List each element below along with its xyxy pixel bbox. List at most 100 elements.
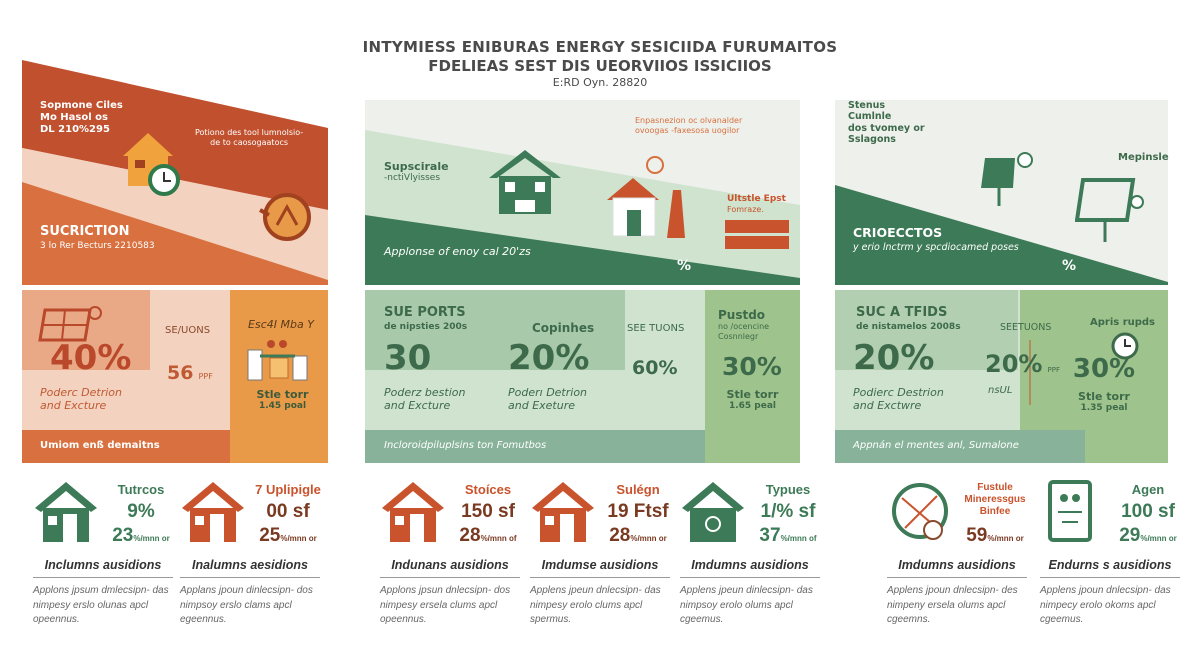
text: 1.65 peal xyxy=(728,401,777,412)
page-subtitle: E:RD Oyn. 28820 xyxy=(552,76,648,89)
card-description: Applans jpoun dinlecsipn- dos nimpsoy er… xyxy=(180,585,313,625)
text: Pustdo xyxy=(718,308,766,322)
text: Stle torr xyxy=(726,388,779,401)
text: dos tvomey or xyxy=(848,122,925,134)
card-caption: Inclumns ausidions xyxy=(33,558,173,578)
card-value-secondary: 37%/mnn of xyxy=(748,525,828,547)
unit: %/mnn or xyxy=(1140,534,1177,543)
value: 23 xyxy=(112,525,134,546)
card-label: Tutrcos xyxy=(117,482,165,497)
text: Stle torr xyxy=(1078,390,1130,403)
right-block1-sub: de nistamelos 2008s xyxy=(856,322,961,332)
unit: %/mnn of xyxy=(480,534,517,543)
house-clock-icon xyxy=(123,133,180,196)
card-value-secondary: 59%/mnn or xyxy=(955,525,1035,547)
card-caption: Imdumse ausidions xyxy=(530,558,670,578)
value: 25 xyxy=(259,525,281,546)
bottles-scale-icon xyxy=(247,340,308,381)
card-label: Sulégn xyxy=(616,482,660,497)
value: 59 xyxy=(966,525,988,546)
value: 37 xyxy=(759,525,781,546)
card-caption: Indunans ausidions xyxy=(380,558,520,578)
left-stat-label: SE/UONS xyxy=(165,325,211,336)
middle-block2-value: 20% xyxy=(508,338,590,378)
value: 29 xyxy=(1119,525,1141,546)
card-label: Agen xyxy=(1131,482,1165,497)
text: Potiono des tool lumnolsio- xyxy=(195,128,304,137)
page-title-line2: FDELIEAS SEST DIS UEORVIIOS ISSICIIOS xyxy=(428,57,772,75)
middle-note: Enpasnezion oc olvanalder ovoogas -faxeso… xyxy=(635,116,742,135)
middle-intro: Supscirale -nctiVlyisses xyxy=(384,160,449,184)
card-description: Applens jpoun dnlecsipn- des nimpeny ers… xyxy=(887,585,1018,625)
text: Cosnnlegr xyxy=(718,331,759,341)
right-label: Mepinsle xyxy=(1118,152,1169,163)
left-side-title: Esc4I Mba Y xyxy=(248,318,314,331)
text: Fomraze. xyxy=(727,204,764,214)
left-stat-value: 56 PPF xyxy=(167,362,213,385)
text: no /ocencine xyxy=(718,322,770,332)
text: Mo Hasol os xyxy=(40,112,108,123)
card-value-secondary: 28%/mnn or xyxy=(598,525,678,547)
middle-side: Pustdo no /ocencine Cosnnlegr xyxy=(718,308,769,342)
right-block2-caption: nsUL xyxy=(988,385,1013,396)
text: DL 210%295 xyxy=(40,124,110,135)
middle-block2-title: Copinhes xyxy=(532,321,595,335)
house-icon xyxy=(489,150,561,214)
text: 1.35 peal xyxy=(1080,403,1128,414)
text: ovoogas -faxesosa uogilor xyxy=(635,125,740,135)
text: Poderı Detrion xyxy=(508,386,588,399)
right-percent-mark: % xyxy=(1062,258,1077,274)
unit: %/mnn or xyxy=(987,534,1024,543)
right-heading: CRIOECCTOS xyxy=(853,225,943,240)
value: 20% xyxy=(985,350,1043,378)
pot-icon xyxy=(259,193,311,241)
card-label: 7 Uplipigle xyxy=(255,482,321,497)
text: -nctiVlyisses xyxy=(384,173,441,184)
unit: %/mnn of xyxy=(780,534,817,543)
middle-side-value: 30% xyxy=(722,352,782,381)
clock-icon xyxy=(1111,332,1139,360)
text: Podierc Destrion xyxy=(853,386,944,399)
card-value-primary: 1/% sf xyxy=(760,501,816,522)
left-footer: Umiom enß demaitns xyxy=(40,440,160,451)
middle-side-note: Ultstle Epst Fomraze. xyxy=(727,194,786,214)
middle-block1-value: 30 xyxy=(384,338,432,378)
middle-banner: Applonse of enoy cal 20'zs xyxy=(384,245,531,258)
text: and Exeture xyxy=(508,399,575,413)
card-label: Stoíces xyxy=(464,482,512,497)
solar-panel-icon xyxy=(38,306,102,342)
middle-block3-value: 60% xyxy=(632,357,678,379)
text: and Exctwre xyxy=(853,399,922,413)
value: 56 xyxy=(167,362,194,384)
left-stat-main: 40% xyxy=(50,338,132,378)
text: de to caosogaatocs xyxy=(210,137,289,147)
right-intro: Stenus Cumlnle dos tvomey or Sslagons xyxy=(848,100,925,146)
solar-panel-icon xyxy=(1075,178,1144,242)
house-icon xyxy=(182,482,244,542)
right-side-title: Apris rupds xyxy=(1090,317,1156,328)
text: Sslagons xyxy=(848,134,896,146)
right-block1-caption: Podierc Destrion and Exctwre xyxy=(853,386,944,412)
left-subheading: 3 lo Rer Becturs 2210583 xyxy=(40,241,155,251)
card-description: Applens jpeun dinlecsipn- das nimpsoy er… xyxy=(680,585,813,625)
text: Sopmone Ciles xyxy=(40,100,123,111)
house-sun-icon xyxy=(682,482,744,542)
house-icon xyxy=(382,482,444,542)
card-description: Applons jpsun dnlecsipn- dos nimpesy ers… xyxy=(380,585,511,625)
unit: %/mnn or xyxy=(630,534,667,543)
middle-block2-caption: Poderı Detrion and Exeture xyxy=(508,386,587,412)
left-note: Potiono des tool lumnolsio-de to caosoga… xyxy=(195,128,303,147)
text: Ultstle Epst xyxy=(727,194,786,204)
right-footer: Appnán el mentes anl, Sumalone xyxy=(853,440,1019,451)
right-block1-title: SUC A TFIDS xyxy=(856,305,948,320)
card-value-primary: 19 Ftsf xyxy=(607,501,669,522)
text: Enpasnezion oc olvanalder xyxy=(635,116,743,125)
card-caption: Endurns s ausidions xyxy=(1040,558,1180,578)
house-icon xyxy=(532,482,594,542)
text: Cumlnle xyxy=(848,111,892,123)
unit: %/mnn or xyxy=(133,534,170,543)
text: Poderc Detrion xyxy=(40,386,123,399)
bricks-icon xyxy=(725,220,789,249)
left-heading: SUCRICTION xyxy=(40,224,130,239)
